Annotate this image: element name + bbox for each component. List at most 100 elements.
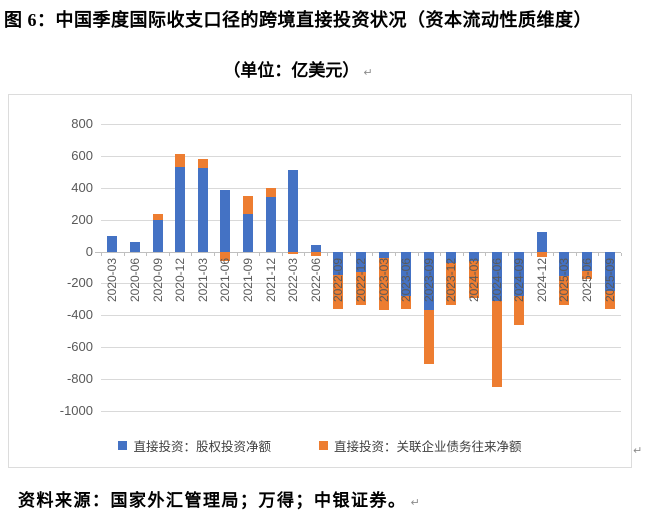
gridline bbox=[101, 188, 621, 189]
paragraph-mark-icon: ↵ bbox=[363, 66, 373, 79]
source-note-text: 资料来源：国家外汇管理局；万得；中银证券。 bbox=[18, 491, 407, 510]
x-tick-label: 2020-06 bbox=[127, 257, 142, 302]
axis-tick-icon bbox=[440, 252, 442, 256]
axis-tick-icon bbox=[485, 252, 487, 256]
bar-segment bbox=[446, 262, 457, 305]
bar-segment bbox=[242, 214, 253, 252]
source-note: 资料来源：国家外汇管理局；万得；中银证券。 ↵ bbox=[18, 486, 421, 511]
gridline bbox=[101, 315, 621, 316]
axis-tick-icon bbox=[462, 252, 464, 256]
legend-label: 直接投资：股权投资净额 bbox=[133, 440, 271, 454]
axis-tick-icon bbox=[349, 252, 351, 256]
axis-tick-icon bbox=[621, 252, 622, 256]
legend-swatch-icon bbox=[319, 441, 328, 450]
x-tick-label: 2021-06 bbox=[218, 257, 233, 302]
bar-segment bbox=[288, 251, 299, 254]
bar-segment bbox=[356, 251, 366, 273]
bar-segment bbox=[220, 190, 231, 252]
bar-segment bbox=[197, 167, 208, 252]
bar-segment bbox=[469, 261, 480, 298]
bar-segment bbox=[423, 251, 434, 310]
bar-segment bbox=[401, 296, 412, 309]
y-tick-label: -200 bbox=[66, 275, 93, 291]
axis-tick-icon bbox=[146, 252, 148, 256]
x-tick-label: 2023-09 bbox=[421, 257, 436, 302]
bar-segment bbox=[559, 276, 570, 305]
axis-tick-icon bbox=[123, 252, 125, 256]
x-tick-label: 2023-12 bbox=[444, 257, 459, 302]
x-tick-label: 2024-09 bbox=[512, 257, 527, 302]
paragraph-mark-icon: ↵ bbox=[633, 444, 643, 457]
gridline bbox=[101, 379, 621, 380]
axis-tick-icon bbox=[530, 252, 532, 256]
bar-segment bbox=[378, 251, 389, 258]
x-tick-label: 2022-03 bbox=[286, 257, 301, 302]
axis-tick-icon bbox=[507, 252, 509, 256]
y-tick-label: -600 bbox=[66, 339, 93, 355]
axis-tick-icon bbox=[214, 252, 216, 256]
bar-segment bbox=[333, 274, 344, 309]
legend-label: 直接投资：关联企业债务往来净额 bbox=[334, 440, 522, 454]
axis-tick-icon bbox=[259, 252, 261, 256]
y-tick-label: 400 bbox=[71, 179, 93, 195]
bar-segment bbox=[514, 251, 525, 297]
axis-tick-icon bbox=[575, 252, 577, 256]
x-tick-label: 2024-03 bbox=[467, 257, 482, 302]
bar-segment bbox=[333, 251, 344, 275]
x-tick-label: 2020-12 bbox=[173, 257, 188, 302]
bar-segment bbox=[378, 257, 389, 310]
x-tick-label: 2020-03 bbox=[105, 257, 120, 302]
bar-segment bbox=[265, 187, 276, 197]
bar-segment bbox=[401, 251, 412, 297]
axis-tick-icon bbox=[598, 252, 600, 256]
y-tick-label: 0 bbox=[85, 243, 93, 259]
axis-tick-icon bbox=[101, 252, 102, 256]
bar-segment bbox=[491, 300, 502, 388]
gridline bbox=[101, 411, 621, 412]
bar-segment bbox=[129, 241, 140, 252]
axis-tick-icon bbox=[394, 252, 396, 256]
bar-segment bbox=[220, 251, 231, 262]
bar-segment bbox=[288, 170, 299, 252]
x-tick-label: 2021-09 bbox=[240, 257, 255, 302]
axis-tick-icon bbox=[236, 252, 238, 256]
bar-segment bbox=[310, 251, 321, 257]
y-tick-label: 800 bbox=[71, 116, 93, 131]
bar-segment bbox=[582, 270, 593, 280]
bar-segment bbox=[265, 196, 276, 252]
bar-segment bbox=[559, 251, 570, 277]
axis-tick-icon bbox=[417, 252, 419, 256]
y-tick-label: 600 bbox=[71, 147, 93, 163]
axis-tick-icon bbox=[168, 252, 170, 256]
bar-segment bbox=[582, 251, 593, 271]
legend-swatch-icon bbox=[118, 441, 128, 450]
x-tick-label: 2025-06 bbox=[580, 257, 595, 302]
bar-segment bbox=[197, 159, 208, 168]
bar-segment bbox=[536, 232, 547, 252]
bar-segment bbox=[446, 251, 457, 263]
bar-segment bbox=[242, 195, 253, 215]
axis-tick-icon bbox=[281, 252, 283, 256]
bar-segment bbox=[152, 214, 163, 221]
y-tick-label: -1000 bbox=[59, 403, 93, 418]
x-tick-label: 2024-06 bbox=[489, 257, 504, 302]
x-tick-label: 2021-03 bbox=[195, 257, 210, 302]
gridline bbox=[101, 347, 621, 348]
gridline bbox=[101, 124, 621, 125]
bar-segment bbox=[469, 251, 480, 262]
y-tick-label: -400 bbox=[66, 307, 93, 323]
x-tick-label: 2022-06 bbox=[308, 257, 323, 302]
bar-segment bbox=[356, 272, 366, 305]
axis-tick-icon bbox=[304, 252, 306, 256]
axis-tick-icon bbox=[327, 252, 329, 256]
y-tick-label: -800 bbox=[66, 371, 93, 387]
chart: 800 600 400 200 0 -200 -400 -600 -800 -1000 2020-0… bbox=[8, 94, 632, 468]
legend-item: 直接投资：关联企业债务往来净额 bbox=[319, 436, 522, 455]
x-tick-label: 2023-03 bbox=[376, 257, 391, 302]
y-tick-label: 200 bbox=[71, 211, 93, 227]
bar-segment bbox=[604, 291, 615, 309]
paragraph-mark-icon: ↵ bbox=[410, 496, 422, 509]
gridline bbox=[101, 156, 621, 157]
bar-segment bbox=[175, 154, 186, 168]
